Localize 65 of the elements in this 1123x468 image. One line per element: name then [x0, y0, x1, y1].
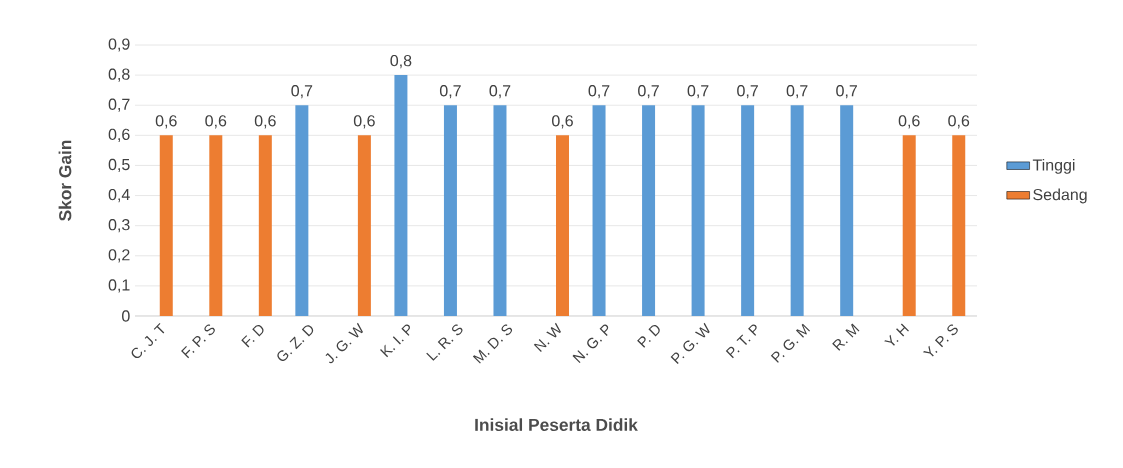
data-label: 0,7: [786, 85, 808, 99]
bar: [209, 135, 223, 316]
x-tick-label: Y. P. S: [922, 324, 958, 357]
bar: [443, 105, 457, 316]
y-tick-label: 0,1: [108, 279, 130, 293]
data-label: 0,7: [291, 85, 313, 99]
y-tick-label: 0,4: [108, 188, 130, 203]
data-label: 0,6: [898, 115, 920, 129]
x-tick-label: F. D: [241, 325, 264, 348]
x-tick-label: Y. H: [884, 323, 909, 346]
x-tick-label: L. R. S: [426, 324, 463, 361]
data-label: 0,7: [489, 85, 511, 99]
data-label: 0,7: [588, 85, 610, 99]
x-tick-label: P. T. P: [725, 324, 757, 359]
x-tick-label: N. G. P: [572, 324, 609, 364]
x-tick-label: P. G. M: [770, 323, 811, 363]
y-tick-label: 0,5: [108, 158, 130, 173]
y-tick-label: 0: [122, 310, 130, 322]
data-label: 0,6: [552, 115, 573, 129]
bar: [902, 135, 916, 316]
data-label: 0,7: [687, 85, 709, 99]
data-label: 0,6: [205, 115, 227, 129]
bar: [952, 135, 966, 316]
data-label: 0,8: [390, 54, 412, 69]
bar: [592, 105, 606, 316]
bar: [840, 105, 854, 316]
bar: [790, 105, 804, 316]
bar: [493, 105, 507, 316]
y-tick-label: 0,6: [108, 128, 130, 142]
y-tick-label: 0,8: [108, 68, 130, 82]
x-tick-label: M. D. S: [472, 324, 513, 364]
data-label: 0,7: [638, 85, 659, 99]
x-axis-title: Inisial Peserta Didik: [475, 418, 638, 431]
bar: [556, 135, 570, 316]
data-label: 0,6: [155, 115, 177, 129]
x-tick-label: P. G. W: [670, 322, 710, 365]
bar: [394, 75, 408, 316]
x-tick-label: R. M: [832, 323, 860, 351]
x-tick-label: N. W: [533, 322, 561, 352]
x-tick-label: C. J. T: [131, 323, 165, 359]
bar: [741, 105, 755, 316]
x-tick-label: F. P. S: [181, 324, 215, 359]
y-axis-title: Skor Gain: [58, 140, 72, 221]
data-label: 0,6: [353, 115, 375, 129]
x-tick-label: G. Z. D: [277, 325, 314, 361]
y-tick-label: 0,9: [108, 38, 130, 52]
x-tick-label: J. G. W: [325, 322, 363, 364]
legend-label: Sedang: [1033, 188, 1087, 204]
bar: [295, 105, 309, 316]
x-tick-label: K. I. P: [380, 324, 410, 358]
bar: [691, 105, 705, 316]
data-label: 0,7: [439, 85, 461, 99]
x-tick-label: P. D: [637, 325, 660, 348]
bar: [357, 135, 371, 316]
bar: [642, 105, 656, 316]
data-label: 0,7: [836, 85, 857, 99]
bar: [159, 135, 173, 316]
y-tick-label: 0,3: [108, 219, 130, 233]
y-tick-label: 0,2: [108, 249, 130, 263]
data-label: 0,7: [737, 85, 758, 99]
data-label: 0,6: [948, 115, 970, 129]
bar: [258, 135, 272, 316]
legend-label: Tinggi: [1032, 158, 1075, 174]
y-tick-label: 0,7: [108, 98, 130, 112]
data-label: 0,6: [254, 115, 276, 129]
